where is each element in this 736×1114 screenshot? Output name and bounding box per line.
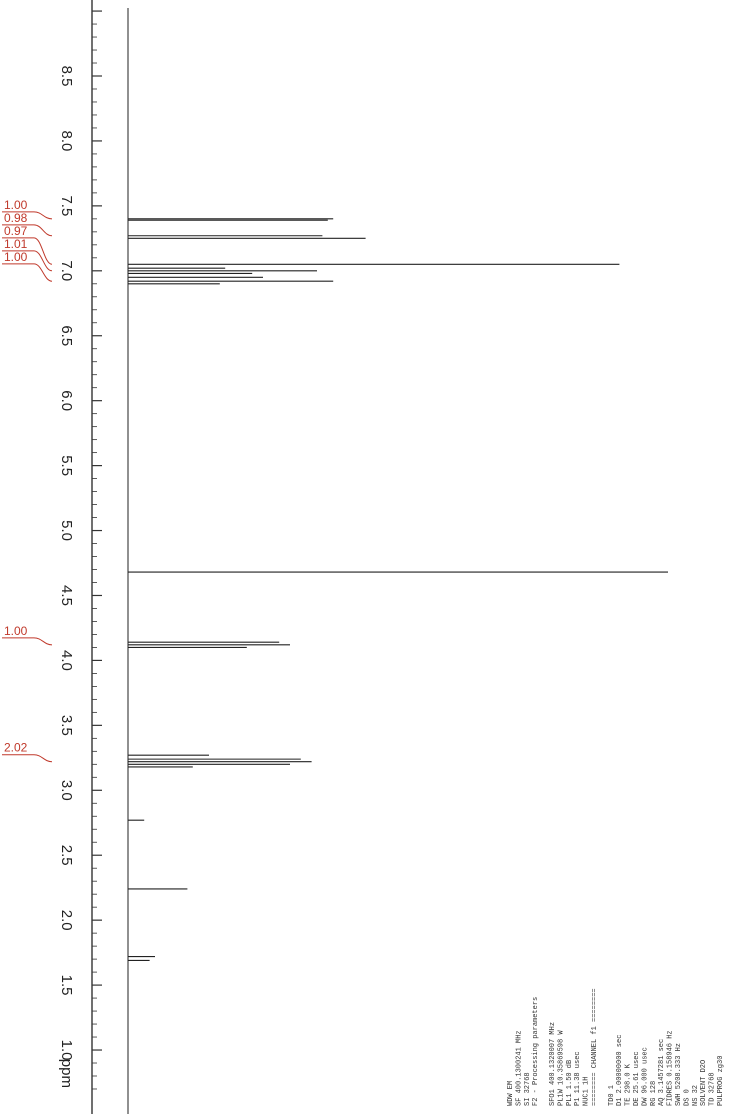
acquisition-param-line: NUC1 1H — [583, 1077, 591, 1106]
acquisition-param-line: SFO1 400.1320007 MHz — [549, 1022, 557, 1106]
integral-label: 1.01 — [4, 237, 28, 251]
acquisition-param-line: FIDRES 0.158946 Hz — [667, 1030, 675, 1106]
acquisition-param-line: SOLVENT D2O — [700, 1060, 708, 1106]
tick-label: 7.0 — [58, 260, 75, 281]
integral-curve — [33, 237, 53, 265]
spectrum-peaks — [128, 218, 668, 961]
acquisition-param-line: SWH 5208.333 Hz — [675, 1043, 683, 1106]
acquisition-param-line: TE 298.0 K — [625, 1063, 633, 1106]
tick-label: 2.5 — [58, 845, 75, 866]
integral-curve — [33, 224, 53, 237]
acquisition-param-line: D1 2.00000000 sec — [616, 1035, 624, 1106]
tick-label: 2.0 — [58, 910, 75, 931]
integral-curve — [33, 211, 53, 220]
integral-label: 1.00 — [4, 250, 28, 264]
axis-tick-labels: 8.5 8.0 7.5 7.0 6.5 6.0 5.5 5.0 4.5 4.0 3.5 3.0 2.5 2… — [58, 66, 75, 1061]
acquisition-param-line: WDW EM — [507, 1081, 515, 1106]
integral-curve — [33, 637, 53, 646]
tick-label: 1.0 — [58, 1040, 75, 1061]
integral-curve — [33, 250, 53, 272]
integral-label: 0.98 — [4, 211, 28, 225]
tick-label: 8.0 — [58, 131, 75, 152]
acquisition-param-line: TD0 1 — [608, 1085, 616, 1106]
acquisition-param-line: TD 32768 — [709, 1072, 717, 1106]
tick-label: 3.5 — [58, 715, 75, 736]
axis-ticks — [92, 10, 102, 1090]
integral-curve — [33, 754, 53, 763]
integral-label: 0.97 — [4, 224, 28, 238]
integral-curve — [33, 263, 53, 282]
acquisition-param-line: NS 32 — [692, 1085, 700, 1106]
acquisition-param-line: PULPROG zg30 — [717, 1056, 725, 1106]
tick-label: 4.5 — [58, 585, 75, 606]
acquisition-param-line: DS 0 — [683, 1089, 691, 1106]
integral-label: 1.00 — [4, 198, 28, 212]
tick-label: 6.0 — [58, 390, 75, 411]
tick-label: 1.5 — [58, 975, 75, 996]
tick-label: 7.5 — [58, 195, 75, 216]
tick-label: 3.0 — [58, 780, 75, 801]
acquisition-param-line: SF 400.1300241 MHz — [515, 1030, 523, 1106]
axis-unit-label: ppm — [58, 1059, 75, 1088]
acquisition-param-line: ======== CHANNEL f1 ======== — [591, 988, 599, 1106]
tick-label: 5.0 — [58, 520, 75, 541]
acquisition-param-line: SI 32768 — [524, 1072, 532, 1106]
tick-label: 4.0 — [58, 650, 75, 671]
tick-label: 8.5 — [58, 66, 75, 87]
acquisition-param-line: F2 - Processing parameters — [532, 997, 540, 1106]
acquisition-param-line: PL1W 10.35869598 W — [557, 1030, 565, 1106]
acquisition-param-line: AQ 3.1457281 sec — [658, 1039, 666, 1106]
acquisition-param-line: PL1 1.50 dB — [566, 1060, 574, 1106]
acquisition-param-line: DE 25.61 usec — [633, 1051, 641, 1106]
integral-label: 2.02 — [4, 741, 28, 755]
integral-labels: 1.000.980.971.011.001.002.02 — [2, 198, 53, 763]
acquisition-param-line: RG 128 — [650, 1081, 658, 1106]
tick-label: 6.5 — [58, 325, 75, 346]
acquisition-param-line: P1 11.38 usec — [574, 1051, 582, 1106]
tick-label: 5.5 — [58, 455, 75, 476]
acquisition-param-line: DW 96.000 usec — [641, 1047, 649, 1106]
integral-label: 1.00 — [4, 624, 28, 638]
